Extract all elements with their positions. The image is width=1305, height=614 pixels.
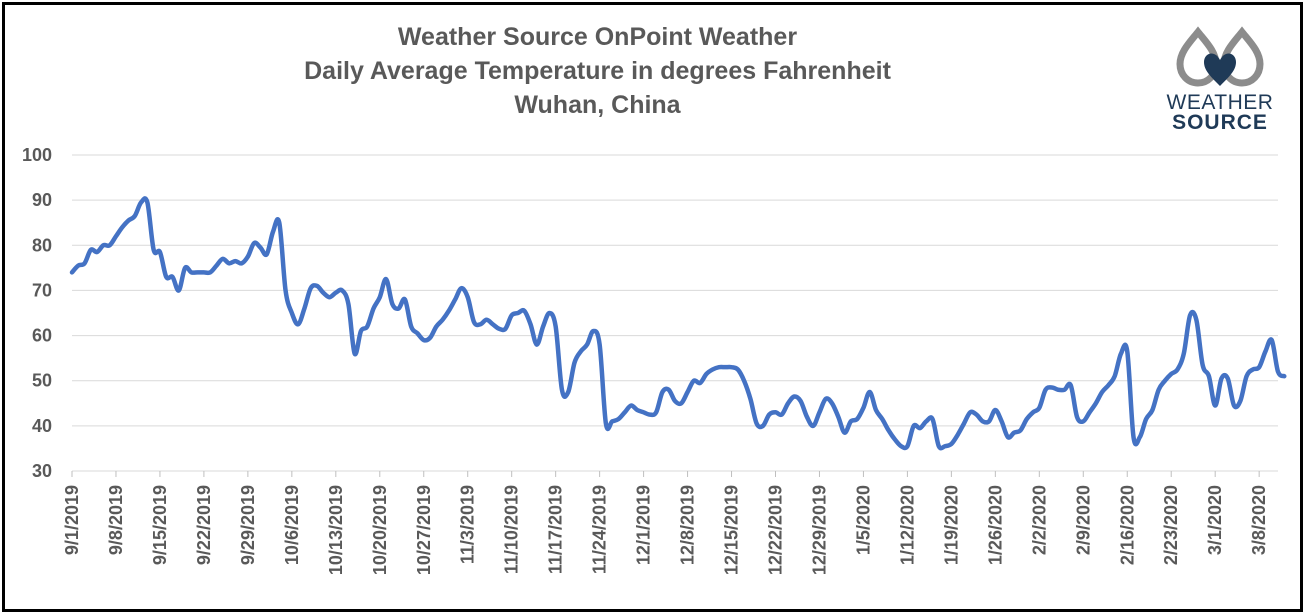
x-tick-label: 9/15/2019: [150, 485, 170, 565]
x-tick-label: 10/6/2019: [282, 485, 302, 565]
x-tick-label: 11/10/2019: [502, 485, 522, 574]
y-tick-label: 100: [22, 145, 52, 165]
title-line-2: Daily Average Temperature in degrees Fah…: [304, 57, 891, 85]
title-line-3: Wuhan, China: [514, 91, 681, 119]
y-tick-label: 90: [32, 190, 52, 210]
grid-lines: [72, 154, 1278, 472]
x-tick-label: 12/8/2019: [678, 485, 698, 565]
y-tick-label: 70: [32, 280, 52, 300]
water-drops-logo-icon: [1176, 26, 1264, 87]
title-line-1: Weather Source OnPoint Weather: [397, 23, 798, 51]
logo-text-source: SOURCE: [1172, 111, 1268, 134]
x-tick-label: 10/20/2019: [370, 485, 390, 575]
x-tick-label: 10/27/2019: [414, 485, 434, 575]
x-tick-label: 11/24/2019: [590, 485, 610, 574]
x-tick-label: 3/8/2020: [1249, 485, 1269, 555]
x-tick-label: 1/5/2020: [853, 485, 873, 555]
x-tick-label: 9/1/2019: [62, 485, 82, 555]
x-tick-label: 9/29/2019: [238, 485, 258, 565]
x-tick-label: 2/2/2020: [1029, 485, 1049, 555]
y-tick-label: 60: [32, 326, 52, 346]
x-tick-label: 2/9/2020: [1073, 485, 1093, 555]
y-tick-label: 80: [32, 235, 52, 255]
logo-text-weather: WEATHER: [1166, 91, 1274, 114]
weather-source-logo: WEATHER SOURCE: [1160, 26, 1280, 136]
x-tick-label: 1/12/2020: [897, 485, 917, 565]
temperature-series-line: [69, 196, 1287, 451]
y-tick-label: 50: [32, 371, 52, 391]
x-tick-label: 1/26/2020: [985, 485, 1005, 565]
x-tick-label: 1/19/2020: [941, 485, 961, 565]
y-axis: 30 40 50 60 70 80 90 100: [22, 145, 52, 481]
x-tick-label: 2/16/2020: [1117, 485, 1137, 565]
x-tick-label: 12/29/2019: [809, 485, 829, 575]
x-tick-label: 2/23/2020: [1161, 485, 1181, 565]
x-tick-label: 12/15/2019: [722, 485, 742, 575]
chart-title: Weather Source OnPoint Weather Daily Ave…: [0, 20, 1195, 122]
x-tick-label: 11/3/2019: [458, 485, 478, 564]
x-tick-label: 11/17/2019: [546, 485, 566, 574]
y-tick-label: 30: [32, 461, 52, 481]
x-tick-label: 3/1/2020: [1205, 485, 1225, 555]
series-group: [69, 196, 1287, 451]
x-tick-label: 12/1/2019: [634, 485, 654, 565]
x-tick-label: 9/8/2019: [106, 485, 126, 555]
y-tick-label: 40: [32, 416, 52, 436]
x-tick-label: 9/22/2019: [194, 485, 214, 565]
x-tick-label: 12/22/2019: [766, 485, 786, 575]
x-axis: 9/1/2019 9/8/2019 9/15/2019 9/22/2019 9/29/2…: [62, 470, 1278, 575]
x-tick-label: 10/13/2019: [326, 485, 346, 575]
